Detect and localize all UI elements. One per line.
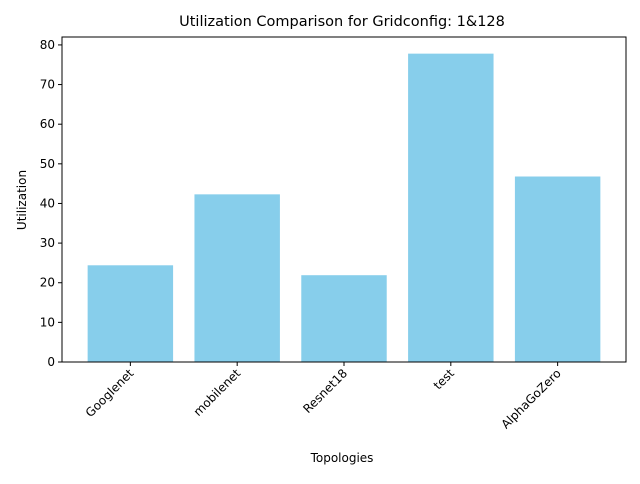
y-tick-label: 20 <box>40 276 55 290</box>
bar-googlenet <box>87 265 174 362</box>
chart-title: Utilization Comparison for Gridconfig: 1… <box>179 14 505 30</box>
y-tick-label: 80 <box>40 38 55 52</box>
x-axis: Googlenet mobilenet Resnet18 test AlphaGoZer… <box>83 362 564 432</box>
y-axis: 0 10 20 30 40 50 60 70 80 <box>40 38 62 369</box>
bar-test <box>408 53 494 363</box>
y-tick-label: 60 <box>40 117 55 131</box>
x-tick-label-googlenet: Googlenet <box>83 366 137 420</box>
x-tick-label-mobilenet: mobilenet <box>191 366 244 419</box>
bar-resnet18 <box>301 275 387 362</box>
y-tick-label: 0 <box>47 355 55 369</box>
y-tick-label: 30 <box>40 236 55 250</box>
y-tick-label: 70 <box>40 78 55 92</box>
bar-mobilenet <box>194 194 280 362</box>
x-tick-label-test: test <box>431 366 457 392</box>
y-tick-label: 50 <box>40 157 55 171</box>
x-tick-label-resnet18: Resnet18 <box>300 366 350 416</box>
bars-group <box>87 53 601 363</box>
plot-frame <box>61 36 627 363</box>
bar-alphagozero <box>514 176 601 362</box>
y-tick-label: 40 <box>40 196 55 210</box>
y-axis-label: Utilization <box>15 170 29 230</box>
y-tick-label: 10 <box>40 315 55 329</box>
x-axis-label: Topologies <box>310 451 374 465</box>
x-tick-label-alphagozero: AlphaGoZero <box>498 366 563 431</box>
